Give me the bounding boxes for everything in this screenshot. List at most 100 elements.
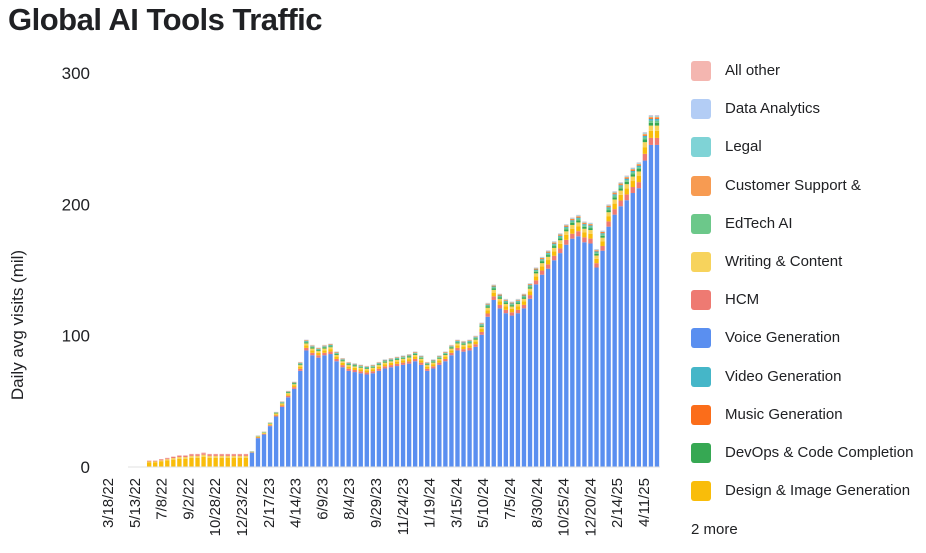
bar-segment — [425, 365, 430, 367]
bar-segment — [388, 365, 394, 368]
bar-segment — [564, 227, 569, 230]
bar-segment — [237, 454, 243, 456]
legend-item[interactable]: Music Generation — [689, 401, 926, 425]
bar-segment — [334, 356, 339, 359]
bar-segment — [533, 268, 539, 269]
bar-segment — [406, 363, 412, 467]
bar-segment — [539, 266, 545, 271]
legend-item[interactable]: EdTech AI — [689, 210, 926, 234]
legend-swatch — [691, 137, 711, 158]
bar-segment — [455, 343, 460, 346]
legend-swatch — [691, 213, 711, 234]
bar-segment — [431, 368, 436, 467]
bar-segment — [630, 181, 635, 188]
bar-segment — [642, 133, 648, 134]
bar-segment — [412, 361, 418, 467]
bar-segment — [352, 372, 357, 467]
bar-segment — [564, 225, 569, 227]
legend-swatch — [691, 328, 711, 349]
bar-segment — [304, 350, 309, 467]
legend-item[interactable]: All other — [689, 57, 926, 81]
bar-segment — [491, 299, 496, 467]
bar-segment — [515, 301, 521, 303]
bar-segment — [485, 310, 490, 314]
bar-segment — [346, 364, 351, 366]
legend-item[interactable]: Legal — [689, 133, 926, 158]
x-tick-label: 9/29/23 — [368, 478, 385, 528]
legend-item[interactable]: Voice Generation — [689, 324, 926, 349]
bar-segment — [437, 357, 442, 358]
bar-segment — [352, 364, 357, 366]
bar-segment — [624, 194, 629, 201]
bar-segment — [328, 351, 333, 355]
legend-item[interactable]: Data Analytics — [689, 95, 926, 120]
bar-segment — [400, 358, 406, 361]
bar-segment — [552, 260, 557, 467]
bar-segment — [334, 353, 339, 354]
bar-segment — [449, 350, 454, 353]
legend-swatch — [691, 290, 711, 311]
bar-segment — [195, 453, 200, 455]
bar-segment — [153, 460, 158, 462]
bar-segment — [570, 228, 575, 234]
bar-segment — [159, 460, 164, 462]
bar-segment — [594, 250, 599, 252]
bar-segment — [400, 357, 406, 358]
legend-more-link[interactable]: 2 more — [691, 521, 738, 538]
legend-item[interactable]: Video Generation — [689, 363, 926, 387]
bar-segment — [648, 116, 654, 118]
legend-label: Music Generation — [725, 405, 843, 423]
bar-segment — [594, 252, 599, 254]
bar-segment — [479, 331, 484, 335]
legend-label: Legal — [725, 138, 762, 156]
bar-segment — [552, 243, 557, 245]
legend-item[interactable]: Writing & Content — [689, 248, 926, 272]
bar-segment — [594, 258, 599, 264]
bar-segment — [582, 225, 587, 227]
bar-segment — [533, 280, 539, 285]
bar-segment — [292, 384, 297, 386]
bar-segment — [388, 359, 394, 361]
legend-item[interactable]: Customer Support & — [689, 172, 926, 196]
bar-segment — [364, 367, 369, 369]
bar-segment — [431, 366, 436, 369]
bar-segment — [316, 348, 321, 350]
bar-segment — [425, 366, 430, 369]
bar-segment — [406, 357, 412, 360]
bar-segment — [243, 454, 249, 456]
bar-segment — [322, 348, 327, 351]
bar-segment — [213, 455, 218, 458]
bar-segment — [431, 361, 436, 362]
bar-segment — [636, 163, 642, 165]
bar-segment — [213, 457, 218, 467]
bar-segment — [491, 289, 496, 293]
bar-segment — [207, 455, 212, 458]
legend-item[interactable]: DevOps & Code Completion — [689, 439, 926, 463]
x-tick-label: 3/15/24 — [448, 478, 465, 528]
bar-segment — [630, 174, 635, 177]
bar-segment — [582, 232, 587, 238]
bar-segment — [298, 363, 303, 365]
bar-segment — [558, 253, 563, 467]
bar-segment — [425, 363, 430, 365]
bar-segment — [497, 295, 502, 297]
bar-segment — [485, 307, 490, 311]
bar-segment — [419, 360, 424, 363]
bar-segment — [630, 187, 635, 194]
legend-item[interactable]: HCM — [689, 286, 926, 311]
bar-segment — [412, 358, 418, 362]
bar-segment — [570, 218, 575, 220]
bar-segment — [231, 454, 236, 456]
bar-segment — [231, 453, 236, 455]
bar-segment — [636, 182, 642, 189]
bar-segment — [146, 462, 152, 467]
bar-segment — [406, 356, 412, 358]
bar-segment — [533, 269, 539, 271]
bar-segment — [443, 353, 448, 354]
bar-segment — [479, 334, 484, 467]
bar-segment — [485, 316, 490, 467]
bar-segment — [552, 255, 557, 261]
bar-segment — [279, 406, 285, 467]
legend-item[interactable]: Design & Image Generation — [689, 477, 926, 502]
bar-segment — [364, 368, 369, 371]
